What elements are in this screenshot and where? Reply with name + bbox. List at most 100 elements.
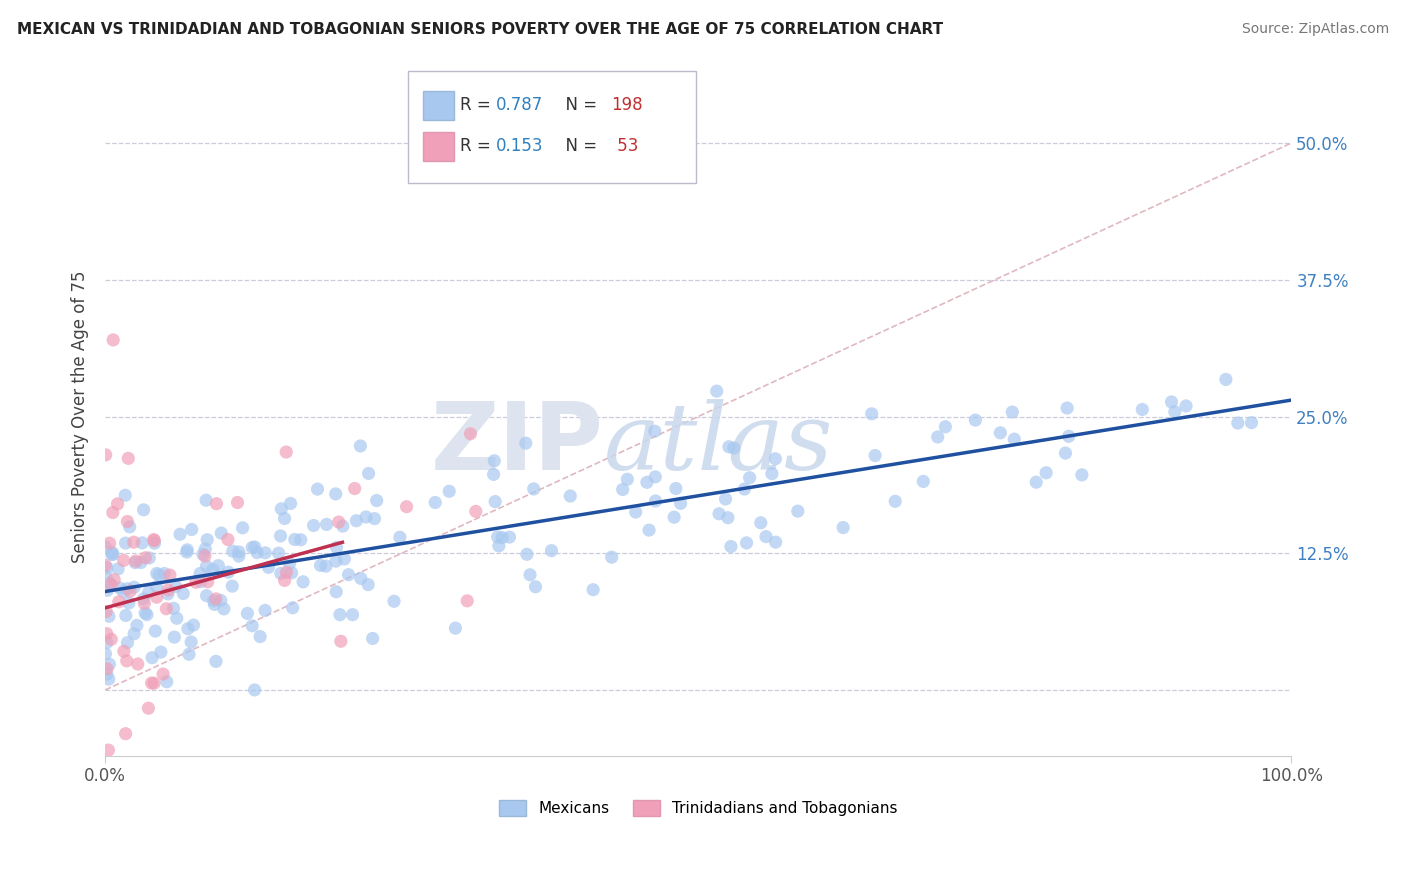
Point: [202, 594, 225, 608]
Point: [1164, 405, 1187, 419]
Point: [484, 454, 506, 468]
Point: [860, 407, 883, 421]
Point: [94, 647, 117, 661]
Point: [270, 501, 292, 516]
Point: [155, 601, 177, 615]
Point: [363, 511, 385, 525]
Point: [249, 630, 271, 644]
Point: [1240, 416, 1263, 430]
Point: [195, 559, 218, 574]
Point: [190, 574, 212, 589]
Point: [733, 482, 755, 496]
Point: [460, 426, 482, 441]
Point: [342, 607, 364, 622]
Point: [714, 491, 737, 506]
Point: [194, 549, 217, 563]
Point: [965, 413, 987, 427]
Point: [523, 482, 546, 496]
Point: [988, 425, 1011, 440]
Point: [163, 630, 186, 644]
Point: [117, 451, 139, 466]
Point: [217, 533, 239, 547]
Point: [197, 574, 219, 589]
Point: [329, 634, 352, 648]
Point: [195, 533, 218, 547]
Point: [157, 582, 180, 597]
Point: [132, 503, 155, 517]
Point: [662, 510, 685, 524]
Point: [209, 526, 232, 541]
Point: [273, 574, 295, 588]
Point: [201, 563, 224, 577]
Point: [240, 541, 263, 555]
Point: [96, 583, 118, 598]
Point: [832, 520, 855, 534]
Point: [761, 467, 783, 481]
Point: [118, 596, 141, 610]
Point: [98, 657, 121, 672]
Point: [149, 645, 172, 659]
Point: [488, 539, 510, 553]
Point: [107, 497, 129, 511]
Point: [127, 657, 149, 671]
Point: [349, 439, 371, 453]
Point: [329, 607, 352, 622]
Point: [188, 566, 211, 581]
Point: [325, 487, 347, 501]
Point: [276, 566, 298, 580]
Point: [765, 535, 787, 549]
Point: [486, 530, 509, 544]
Point: [912, 475, 935, 489]
Point: [108, 581, 131, 595]
Point: [114, 536, 136, 550]
Point: [934, 419, 956, 434]
Point: [1215, 372, 1237, 386]
Text: N =: N =: [555, 96, 603, 114]
Point: [278, 557, 301, 571]
Point: [357, 577, 380, 591]
Point: [107, 595, 129, 609]
Point: [228, 545, 250, 559]
Point: [325, 541, 347, 555]
Point: [395, 500, 418, 514]
Point: [117, 515, 139, 529]
Point: [354, 510, 377, 524]
Point: [122, 580, 145, 594]
Text: R =: R =: [460, 137, 496, 155]
Point: [205, 497, 228, 511]
Point: [246, 546, 269, 560]
Point: [1035, 466, 1057, 480]
Legend: Mexicans, Trinidadians and Tobagonians: Mexicans, Trinidadians and Tobagonians: [492, 794, 904, 822]
Point: [337, 567, 360, 582]
Point: [1002, 432, 1025, 446]
Point: [124, 556, 146, 570]
Text: 198: 198: [612, 96, 643, 114]
Point: [148, 568, 170, 582]
Point: [254, 603, 277, 617]
Point: [101, 547, 124, 561]
Point: [325, 554, 347, 568]
Point: [98, 576, 121, 591]
Point: [707, 507, 730, 521]
Text: atlas: atlas: [603, 399, 832, 489]
Point: [122, 535, 145, 549]
Point: [600, 550, 623, 565]
Point: [94, 569, 117, 583]
Point: [749, 516, 772, 530]
Point: [145, 566, 167, 581]
Point: [135, 607, 157, 622]
Point: [636, 475, 658, 490]
Point: [94, 540, 117, 554]
Point: [138, 585, 160, 599]
Point: [624, 505, 647, 519]
Point: [516, 547, 538, 561]
Text: 0.153: 0.153: [496, 137, 544, 155]
Point: [456, 594, 478, 608]
Point: [863, 449, 886, 463]
Point: [138, 701, 160, 715]
Point: [103, 573, 125, 587]
Point: [1056, 401, 1078, 415]
Point: [717, 440, 740, 454]
Point: [184, 575, 207, 590]
Point: [927, 430, 949, 444]
